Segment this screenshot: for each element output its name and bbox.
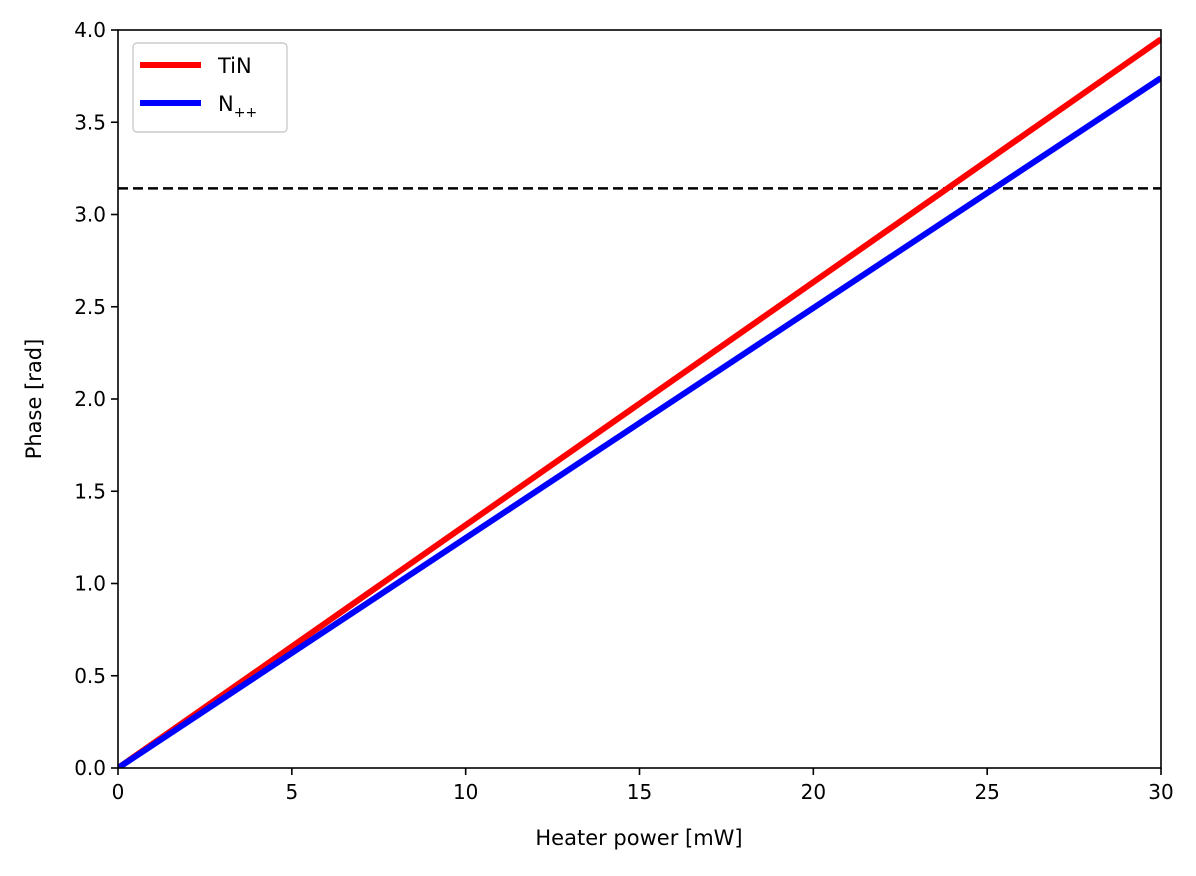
y-tick-label: 0.5	[74, 664, 106, 688]
x-tick-label: 20	[801, 780, 826, 804]
legend-label-subscript: ++	[234, 105, 257, 121]
y-tick-label: 3.0	[74, 203, 106, 227]
x-tick-label: 15	[627, 780, 652, 804]
x-tick-label: 5	[285, 780, 298, 804]
x-tick-label: 10	[453, 780, 478, 804]
series-line-tin	[118, 36, 1161, 768]
y-tick-label: 1.0	[74, 572, 106, 596]
y-axis-ticks: 0.0 0.5 1.0 1.5 2.0 2.5 3.0 3.5 4.0	[74, 18, 118, 780]
y-tick-label: 4.0	[74, 18, 106, 42]
series-line-npp	[118, 75, 1161, 768]
y-tick-label: 3.5	[74, 110, 106, 134]
y-tick-label: 1.5	[74, 479, 106, 503]
plot-area	[117, 29, 1162, 769]
legend-box	[132, 42, 288, 133]
x-tick-label: 30	[1148, 780, 1173, 804]
x-axis-ticks: 0 5 10 15 20 25 30	[112, 768, 1174, 804]
y-tick-label: 2.5	[74, 295, 106, 319]
x-tick-label: 25	[974, 780, 999, 804]
x-axis-label: Heater power [mW]	[535, 826, 742, 850]
y-tick-label: 2.0	[74, 387, 106, 411]
y-axis-label: Phase [rad]	[22, 339, 46, 460]
legend-label: TiN	[217, 54, 252, 78]
x-tick-label: 0	[112, 780, 125, 804]
y-tick-label: 0.0	[74, 756, 106, 780]
